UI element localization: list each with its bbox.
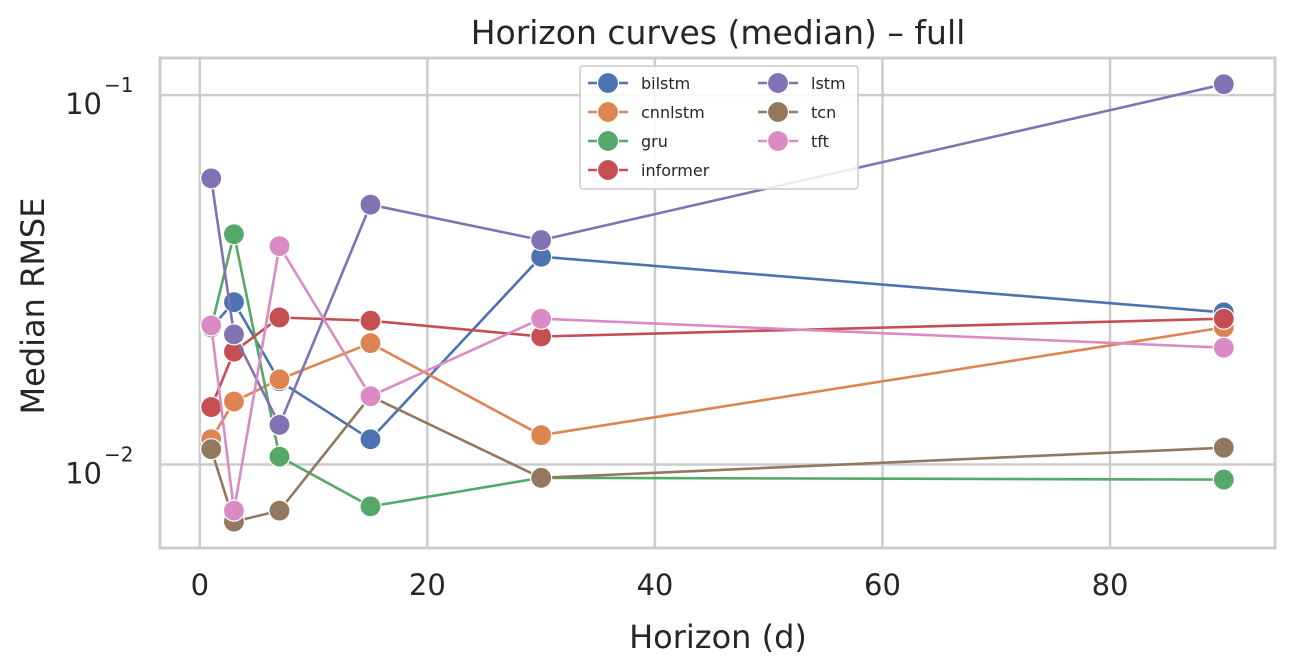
legend-marker-gru: [596, 129, 620, 153]
y-tick-label: 10: [65, 87, 102, 121]
x-tick-label: 0: [191, 568, 209, 602]
data-point-cnnlstm: [359, 332, 382, 355]
y-tick-labels: 10−210−1: [65, 73, 133, 490]
legend-item-bilstm: bilstm: [588, 71, 690, 95]
data-point-cnnlstm: [530, 424, 553, 447]
data-point-tft: [200, 314, 223, 337]
legend-box: [579, 65, 859, 190]
legend-marker-tcn: [766, 100, 790, 124]
legend-marker-cnnlstm: [596, 100, 620, 124]
data-point-tcn: [1212, 436, 1235, 459]
y-tick-label: 10: [65, 456, 102, 490]
data-point-tft: [530, 307, 553, 330]
plot-frame: [158, 56, 1277, 550]
data-point-lstm: [200, 167, 223, 190]
series-cnnlstm: [200, 316, 1235, 451]
data-point-informer: [359, 309, 382, 332]
x-tick-label: 60: [864, 568, 901, 602]
legend-label-cnnlstm: cnnlstm: [641, 103, 705, 122]
legend-label-tft: tft: [811, 132, 829, 151]
data-point-informer: [200, 395, 223, 419]
data-point-lstm: [530, 228, 553, 252]
legend-item-tft: tft: [758, 129, 829, 153]
x-tick-label: 40: [636, 568, 673, 602]
data-point-tcn: [268, 499, 291, 522]
data-point-cnnlstm: [268, 368, 291, 391]
legend: bilstm cnnlstm gru informer lstm tcn tft: [579, 65, 859, 190]
data-point-bilstm: [359, 428, 382, 451]
data-point-tcn: [200, 438, 223, 461]
series-line-tft: [209, 244, 1224, 512]
y-tick-exponent: −1: [104, 73, 133, 97]
y-tick-exponent: −2: [104, 442, 133, 466]
data-point-informer: [268, 306, 291, 329]
data-point-gru: [222, 223, 246, 246]
legend-label-bilstm: bilstm: [641, 74, 690, 93]
data-point-tft: [222, 499, 246, 522]
data-point-cnnlstm: [222, 390, 246, 413]
legend-item-lstm: lstm: [758, 71, 846, 95]
data-point-tft: [268, 235, 291, 258]
y-axis-label: Median RMSE: [14, 198, 52, 415]
data-point-lstm: [268, 413, 291, 436]
data-point-tft: [359, 385, 382, 408]
data-point-gru: [359, 495, 382, 518]
legend-item-gru: gru: [588, 129, 668, 153]
data-point-lstm: [222, 323, 246, 346]
legend-item-cnnlstm: cnnlstm: [588, 100, 705, 124]
legend-marker-lstm: [766, 71, 790, 95]
series-line-lstm: [209, 82, 1225, 427]
x-tick-label: 80: [1092, 568, 1129, 602]
legend-marker-tft: [766, 129, 790, 153]
series-line-gru: [209, 232, 1224, 508]
series-group: [200, 73, 1235, 533]
series-informer: [200, 306, 1235, 419]
x-axis-label: Horizon (d): [629, 618, 807, 656]
series-lstm: [200, 73, 1235, 436]
legend-item-tcn: tcn: [758, 100, 836, 124]
series-tft: [200, 235, 1235, 522]
data-point-tft: [1212, 336, 1235, 359]
legend-label-lstm: lstm: [811, 74, 846, 93]
legend-marker-bilstm: [596, 71, 620, 95]
x-tick-labels: 0 20 40 60 80: [191, 568, 1129, 602]
data-point-gru: [268, 445, 291, 468]
legend-label-gru: gru: [641, 132, 668, 151]
legend-item-informer: informer: [588, 158, 710, 182]
data-point-lstm: [1212, 73, 1235, 96]
chart-title: Horizon curves (median) – full: [471, 13, 966, 52]
data-point-bilstm: [222, 291, 246, 314]
data-point-informer: [1212, 307, 1235, 330]
x-tick-label: 20: [409, 568, 446, 602]
legend-label-tcn: tcn: [811, 103, 836, 122]
data-point-gru: [1212, 468, 1235, 491]
data-point-tcn: [530, 466, 553, 489]
legend-marker-informer: [596, 158, 620, 182]
legend-label-informer: informer: [641, 161, 710, 180]
data-point-lstm: [359, 193, 382, 216]
